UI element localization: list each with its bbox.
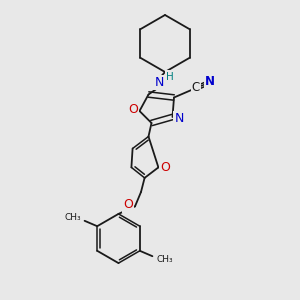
- Text: C: C: [192, 81, 200, 94]
- Text: O: O: [124, 198, 133, 212]
- Text: H: H: [166, 71, 174, 82]
- Text: N: N: [174, 112, 184, 125]
- Text: N: N: [154, 76, 164, 89]
- Text: O: O: [128, 103, 138, 116]
- Text: CH₃: CH₃: [156, 255, 172, 264]
- Text: N: N: [205, 75, 215, 88]
- Text: O: O: [160, 161, 170, 174]
- Text: CH₃: CH₃: [64, 213, 81, 222]
